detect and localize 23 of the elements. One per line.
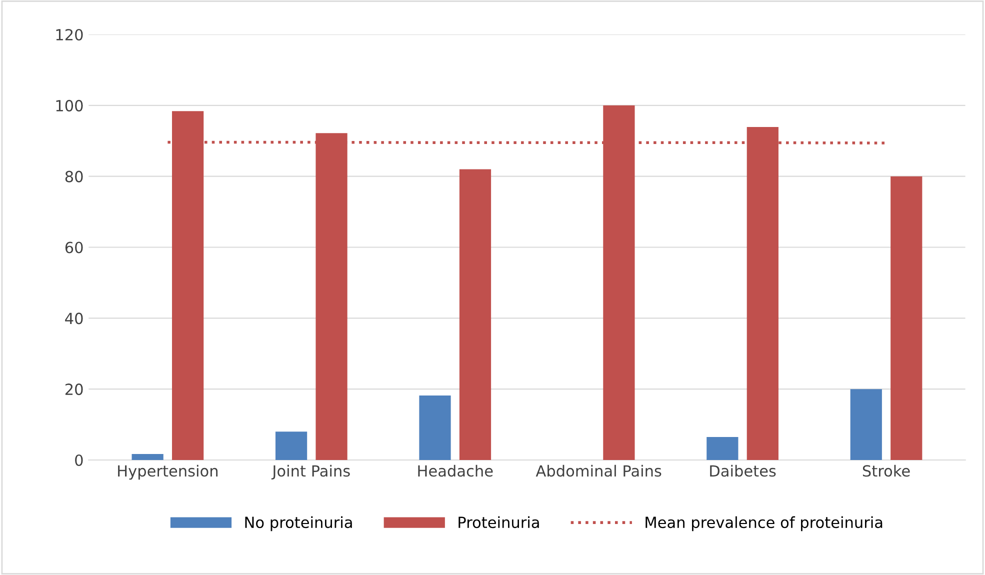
legend-label: No proteinuria xyxy=(245,516,352,532)
bar xyxy=(459,169,492,460)
bar xyxy=(850,389,882,460)
legend-label: Proteinuria xyxy=(458,516,539,528)
bar xyxy=(275,432,308,460)
x-tick-label: Joint Pains xyxy=(271,464,350,480)
y-tick-label: 0 xyxy=(75,454,83,466)
y-tick-label: 60 xyxy=(65,242,83,254)
bar xyxy=(706,436,738,460)
bar xyxy=(132,454,164,460)
x-tick-label: Stroke xyxy=(862,464,910,477)
y-tick-label: 80 xyxy=(65,170,83,182)
bar xyxy=(419,395,451,460)
y-tick-label: 40 xyxy=(65,312,83,324)
x-tick-label: Abdominal Pains xyxy=(536,464,662,477)
bar xyxy=(890,176,922,460)
x-tick-label: Headache xyxy=(418,464,493,477)
x-tick-label: Hypertension xyxy=(118,464,218,480)
y-tick-label: 20 xyxy=(65,384,83,396)
legend-label: Mean prevalence of proteinuria xyxy=(646,516,882,532)
y-tick-label: 120 xyxy=(56,28,83,41)
x-tick-label: Daibetes xyxy=(710,464,776,477)
y-tick-label: 100 xyxy=(56,100,83,112)
